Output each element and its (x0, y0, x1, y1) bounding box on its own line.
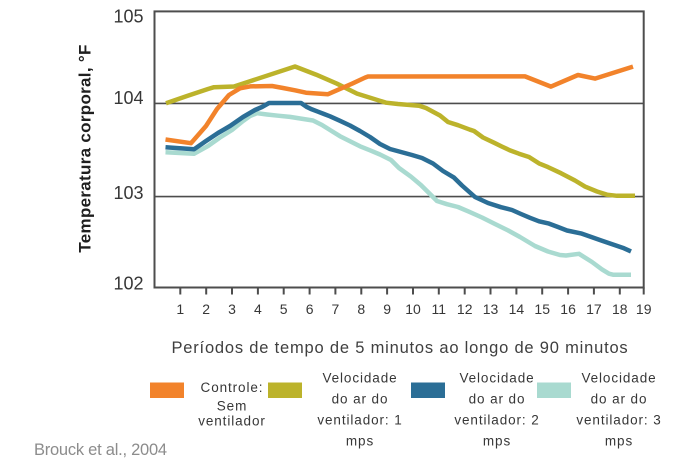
svg-text:103: 103 (113, 183, 143, 203)
svg-text:10: 10 (405, 301, 421, 317)
svg-text:18: 18 (612, 301, 628, 317)
svg-text:Velocidade: Velocidade (581, 371, 656, 386)
svg-text:1: 1 (176, 301, 184, 317)
svg-text:9: 9 (383, 301, 391, 317)
svg-text:16: 16 (560, 301, 576, 317)
svg-text:12: 12 (457, 301, 473, 317)
svg-text:5: 5 (280, 301, 288, 317)
svg-text:11: 11 (432, 301, 447, 317)
svg-text:15: 15 (534, 301, 550, 317)
svg-text:13: 13 (483, 301, 499, 317)
svg-text:105: 105 (113, 7, 143, 27)
svg-text:mps: mps (346, 433, 374, 448)
svg-text:Períodos de tempo de 5 minutos: Períodos de tempo de 5 minutos ao longo … (171, 339, 628, 357)
svg-text:6: 6 (306, 301, 314, 317)
svg-text:Velocidade: Velocidade (459, 371, 534, 386)
svg-text:Velocidade: Velocidade (322, 371, 397, 386)
svg-text:2: 2 (202, 301, 210, 317)
svg-text:ventilador: 2: ventilador: 2 (454, 412, 539, 427)
svg-text:102: 102 (113, 273, 143, 293)
svg-text:19: 19 (636, 301, 652, 317)
svg-text:Controle:: Controle: (201, 380, 264, 395)
svg-text:ventilador: 3: ventilador: 3 (576, 412, 661, 427)
svg-text:do ar do: do ar do (332, 392, 389, 407)
svg-text:7: 7 (332, 301, 340, 317)
svg-text:14: 14 (509, 301, 525, 317)
svg-text:do ar do: do ar do (469, 392, 526, 407)
svg-text:104: 104 (113, 88, 143, 108)
svg-text:ventilador: 1: ventilador: 1 (317, 412, 402, 427)
svg-text:Sem: Sem (217, 399, 247, 414)
svg-text:17: 17 (586, 301, 602, 317)
svg-text:4: 4 (254, 301, 262, 317)
svg-text:mps: mps (605, 433, 633, 448)
svg-text:Brouck et al., 2004: Brouck et al., 2004 (34, 441, 167, 459)
svg-text:mps: mps (483, 433, 511, 448)
svg-text:8: 8 (357, 301, 365, 317)
svg-text:do ar do: do ar do (591, 392, 648, 407)
svg-text:3: 3 (228, 301, 236, 317)
svg-text:ventilador: ventilador (198, 413, 266, 428)
svg-text:Temperatura corporal, °F: Temperatura corporal, °F (76, 44, 95, 252)
